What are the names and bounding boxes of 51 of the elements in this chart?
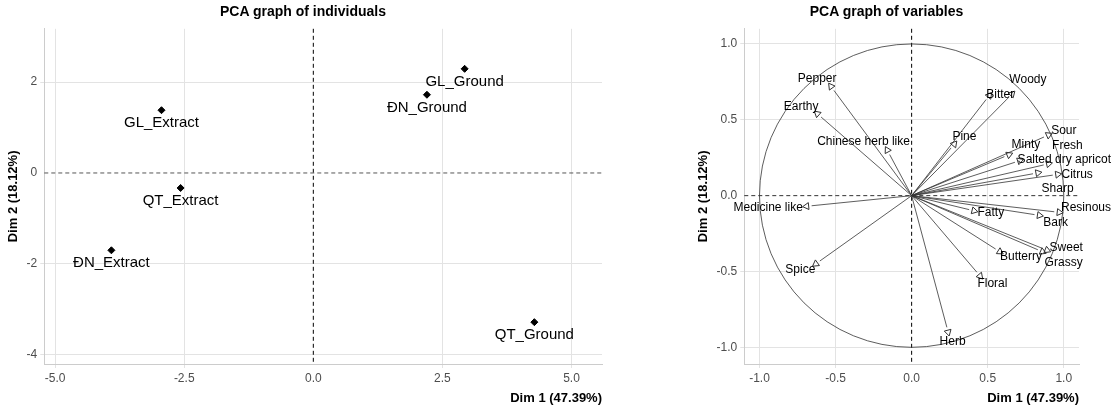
annotation: GL_Ground bbox=[425, 71, 504, 89]
annotation: Fresh bbox=[1052, 137, 1083, 152]
annotation: Bark bbox=[1043, 214, 1069, 229]
annotation: QT_Ground bbox=[494, 325, 574, 343]
annotation: ĐN_Ground bbox=[386, 97, 467, 115]
x-tick-label: -0.5 bbox=[825, 370, 847, 385]
x-tick-label: 0.0 bbox=[903, 370, 921, 385]
chart-title: PCA graph of variables bbox=[809, 3, 964, 20]
x-tick-label: 0.5 bbox=[979, 370, 997, 385]
annotation: Citrus bbox=[1061, 167, 1093, 182]
y-axis-title: Dim 2 (18.12%) bbox=[695, 150, 711, 243]
annotation: Sweet bbox=[1049, 239, 1084, 254]
x-tick-label: -1.0 bbox=[749, 370, 771, 385]
annotation: Spice bbox=[785, 262, 816, 277]
y-tick-label: -4 bbox=[26, 347, 38, 362]
annotation: Woody bbox=[1009, 72, 1047, 87]
y-axis-title: Dim 2 (18.12%) bbox=[5, 150, 21, 243]
chart-title: PCA graph of individuals bbox=[220, 3, 387, 20]
annotation: Minty bbox=[1011, 137, 1041, 152]
y-tick-label: 0 bbox=[30, 165, 38, 180]
x-tick-label: 2.5 bbox=[434, 370, 452, 385]
annotation: Pepper bbox=[797, 70, 837, 85]
annotation: Salted dry apricot bbox=[1017, 152, 1112, 167]
y-tick-label: 0.0 bbox=[720, 187, 738, 202]
x-tick-label: 0.0 bbox=[304, 370, 322, 385]
y-tick-label: -0.5 bbox=[716, 263, 738, 278]
annotation: Earthy bbox=[783, 99, 819, 114]
annotation: Sour bbox=[1051, 123, 1077, 138]
x-tick-label: -5.0 bbox=[44, 370, 66, 385]
annotation: Resinous bbox=[1060, 199, 1111, 214]
annotation: Floral bbox=[977, 275, 1008, 290]
y-tick-label: -2 bbox=[26, 256, 38, 271]
annotation: Butterry bbox=[999, 249, 1042, 264]
x-tick-label: -2.5 bbox=[173, 370, 195, 385]
annotation: Sharp bbox=[1041, 181, 1074, 196]
annotation: ĐN_Extract bbox=[73, 253, 151, 271]
y-tick-label: 1.0 bbox=[720, 36, 738, 51]
y-tick-label: 2 bbox=[30, 74, 38, 89]
annotation: Fatty bbox=[977, 205, 1005, 220]
x-tick-label: 5.0 bbox=[563, 370, 581, 385]
annotation: GL_Extract bbox=[123, 113, 200, 131]
annotation: Chinese herb like bbox=[817, 133, 911, 148]
y-tick-label: 0.5 bbox=[720, 112, 738, 127]
y-tick-label: -1.0 bbox=[716, 339, 738, 354]
annotation: Pine bbox=[952, 128, 977, 143]
annotation: Medicine like bbox=[733, 199, 804, 214]
x-tick-label: 1.0 bbox=[1055, 370, 1073, 385]
annotation: Grassy bbox=[1044, 254, 1083, 269]
x-axis-title: Dim 1 (47.39%) bbox=[510, 389, 602, 405]
annotation: QT_Extract bbox=[142, 191, 220, 209]
x-axis-title: Dim 1 (47.39%) bbox=[987, 389, 1079, 405]
